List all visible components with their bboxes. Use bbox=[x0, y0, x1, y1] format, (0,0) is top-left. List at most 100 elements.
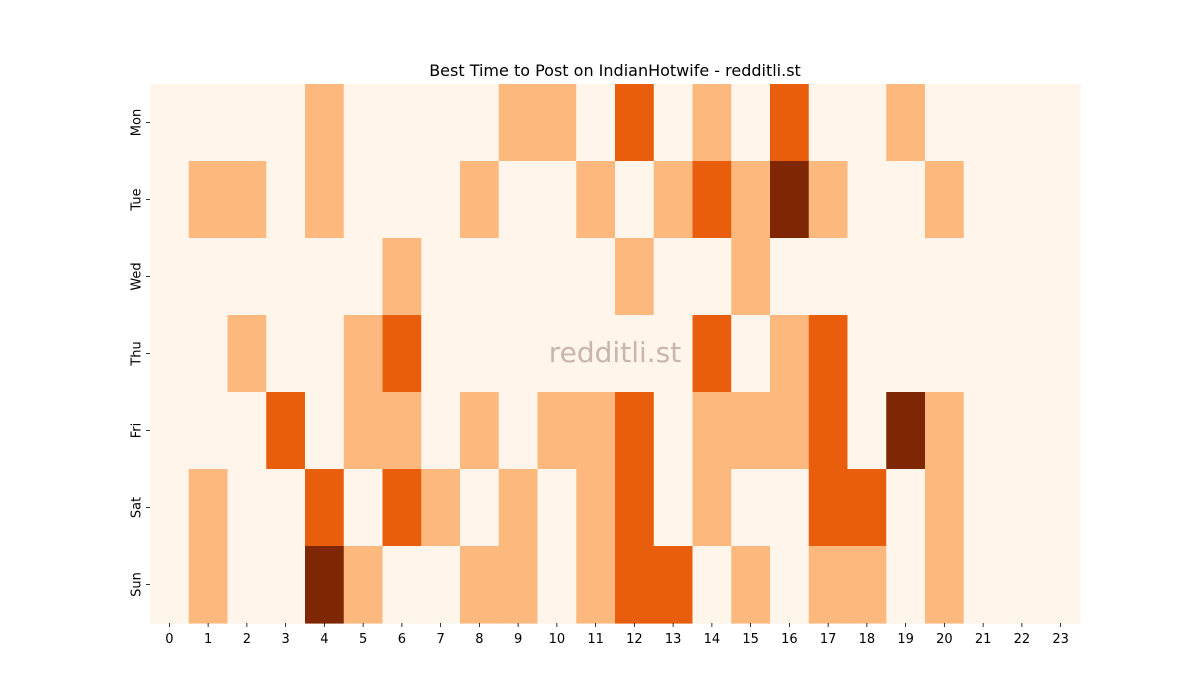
heatmap-cell-sat-10 bbox=[537, 469, 577, 547]
heatmap-cell-tue-20 bbox=[925, 161, 965, 239]
heatmap-cell-wed-7 bbox=[421, 238, 461, 316]
heatmap-cell-mon-15 bbox=[731, 84, 771, 162]
heatmap-cell-tue-16 bbox=[770, 161, 810, 239]
heatmap-cell-sat-20 bbox=[925, 469, 965, 547]
heatmap-cell-tue-6 bbox=[382, 161, 422, 239]
heatmap-cell-wed-5 bbox=[343, 238, 384, 316]
heatmap-cell-tue-4 bbox=[305, 161, 345, 239]
heatmap-cell-wed-6 bbox=[382, 238, 422, 316]
heatmap-cell-tue-1 bbox=[188, 161, 229, 239]
y-tick-label: Thu bbox=[130, 341, 145, 366]
heatmap-cell-thu-2 bbox=[227, 315, 267, 393]
heatmap-cell-fri-13 bbox=[653, 392, 694, 470]
heatmap-cell-sat-11 bbox=[576, 469, 616, 547]
heatmap-cell-sun-9 bbox=[498, 546, 539, 624]
heatmap-cell-mon-9 bbox=[498, 84, 539, 162]
x-tick-label: 10 bbox=[549, 632, 566, 647]
heatmap-cell-sat-12 bbox=[615, 469, 655, 547]
heatmap-cell-wed-13 bbox=[653, 238, 694, 316]
heatmap-cell-sat-23 bbox=[1041, 469, 1081, 547]
x-tick-label: 19 bbox=[897, 632, 914, 647]
heatmap-cell-sat-17 bbox=[808, 469, 849, 547]
heatmap-cell-thu-6 bbox=[382, 315, 422, 393]
y-tick-label: Sun bbox=[130, 572, 145, 597]
heatmap-cell-tue-13 bbox=[653, 161, 694, 239]
heatmap-cell-sat-16 bbox=[770, 469, 810, 547]
heatmap-cell-mon-19 bbox=[886, 84, 926, 162]
heatmap-cell-fri-7 bbox=[421, 392, 461, 470]
heatmap-cell-thu-9 bbox=[498, 315, 539, 393]
heatmap-cell-thu-5 bbox=[343, 315, 384, 393]
heatmap-cell-mon-16 bbox=[770, 84, 810, 162]
x-tick-label: 7 bbox=[436, 632, 444, 647]
heatmap-cell-mon-7 bbox=[421, 84, 461, 162]
heatmap-cell-wed-21 bbox=[963, 238, 1004, 316]
heatmap-cell-mon-10 bbox=[537, 84, 577, 162]
heatmap-cell-wed-16 bbox=[770, 238, 810, 316]
heatmap-cell-sat-22 bbox=[1002, 469, 1042, 547]
heatmap-cell-wed-20 bbox=[925, 238, 965, 316]
x-axis: 0 1 2 3 4 5 6 7 8 9 10 11 12 13 14 15 16 17 18 19 20 21 22 23 bbox=[165, 623, 1069, 647]
heatmap-cell-tue-3 bbox=[266, 161, 306, 239]
heatmap-cell-tue-11 bbox=[576, 161, 616, 239]
y-tick-label: Sat bbox=[130, 497, 145, 518]
heatmap-cell-fri-14 bbox=[692, 392, 732, 470]
heatmap-cell-wed-0 bbox=[150, 238, 190, 316]
heatmap-cell-wed-12 bbox=[615, 238, 655, 316]
y-tick-label: Mon bbox=[130, 109, 145, 136]
heatmap-cell-thu-0 bbox=[150, 315, 190, 393]
heatmap-cell-wed-14 bbox=[692, 238, 732, 316]
heatmap-cell-sun-20 bbox=[925, 546, 965, 624]
heatmap-cell-mon-18 bbox=[847, 84, 887, 162]
heatmap-cell-sun-17 bbox=[808, 546, 849, 624]
watermark: redditli.st bbox=[549, 336, 681, 369]
y-tick-label: Tue bbox=[130, 188, 145, 211]
heatmap-cell-fri-6 bbox=[382, 392, 422, 470]
x-tick-label: 12 bbox=[626, 632, 643, 647]
heatmap-cell-thu-17 bbox=[808, 315, 849, 393]
heatmap-cell-thu-16 bbox=[770, 315, 810, 393]
heatmap-cell-sat-9 bbox=[498, 469, 539, 547]
heatmap-cell-sat-21 bbox=[963, 469, 1004, 547]
heatmap-cell-wed-22 bbox=[1002, 238, 1042, 316]
heatmap-cell-thu-18 bbox=[847, 315, 887, 393]
y-axis: Mon Tue Wed Thu Fri Sat Sun bbox=[130, 109, 150, 597]
heatmap-cell-sat-8 bbox=[460, 469, 500, 547]
y-tick-label: Wed bbox=[130, 262, 145, 290]
heatmap-cell-tue-22 bbox=[1002, 161, 1042, 239]
heatmap-cell-sat-15 bbox=[731, 469, 771, 547]
heatmap-cell-wed-15 bbox=[731, 238, 771, 316]
heatmap-cell-wed-10 bbox=[537, 238, 577, 316]
heatmap-cell-fri-20 bbox=[925, 392, 965, 470]
heatmap-cell-wed-4 bbox=[305, 238, 345, 316]
x-tick-label: 8 bbox=[475, 632, 483, 647]
heatmap-cell-tue-9 bbox=[498, 161, 539, 239]
heatmap-cell-wed-2 bbox=[227, 238, 267, 316]
heatmap-cell-fri-22 bbox=[1002, 392, 1042, 470]
heatmap-cell-thu-11 bbox=[576, 315, 616, 393]
heatmap-cell-sat-5 bbox=[343, 469, 384, 547]
heatmap-cell-mon-8 bbox=[460, 84, 500, 162]
x-tick-label: 6 bbox=[398, 632, 406, 647]
heatmap-cell-fri-19 bbox=[886, 392, 926, 470]
heatmap-cell-fri-9 bbox=[498, 392, 539, 470]
heatmap-cell-sun-14 bbox=[692, 546, 732, 624]
x-tick-label: 23 bbox=[1052, 632, 1069, 647]
heatmap-cell-wed-3 bbox=[266, 238, 306, 316]
heatmap-cell-sun-3 bbox=[266, 546, 306, 624]
heatmap-cell-sun-16 bbox=[770, 546, 810, 624]
x-tick-label: 18 bbox=[859, 632, 876, 647]
heatmap-cell-fri-0 bbox=[150, 392, 190, 470]
heatmap-cell-fri-10 bbox=[537, 392, 577, 470]
heatmap-cell-thu-1 bbox=[188, 315, 229, 393]
heatmap-cell-thu-12 bbox=[615, 315, 655, 393]
heatmap-cell-tue-2 bbox=[227, 161, 267, 239]
heatmap-cell-fri-8 bbox=[460, 392, 500, 470]
x-tick-label: 11 bbox=[587, 632, 604, 647]
heatmap-cell-sun-6 bbox=[382, 546, 422, 624]
heatmap-cell-sat-3 bbox=[266, 469, 306, 547]
heatmap-cell-tue-17 bbox=[808, 161, 849, 239]
heatmap-cell-sun-12 bbox=[615, 546, 655, 624]
heatmap-cell-sat-6 bbox=[382, 469, 422, 547]
heatmap-cells bbox=[150, 84, 1081, 624]
